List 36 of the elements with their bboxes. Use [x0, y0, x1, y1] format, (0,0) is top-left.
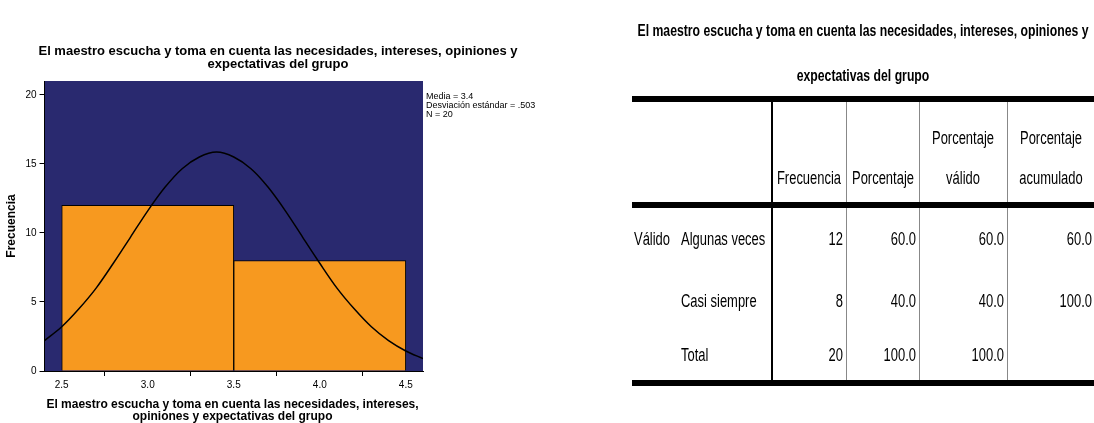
- text: 60.0: [891, 229, 917, 250]
- text: 60.0: [979, 229, 1005, 250]
- text: 20: [829, 345, 844, 366]
- text: N = 20: [426, 109, 454, 119]
- text: Casi siempre: [681, 290, 757, 312]
- text: 8: [836, 290, 844, 312]
- text: Frecuencia: [776, 167, 843, 190]
- chart-title: El maestro escucha y toma en cuenta las necesidades, intereses, opiniones y expectativas del grupo: [37, 43, 519, 71]
- y-tick-label: 10: [25, 226, 37, 238]
- text: Porcentaje válido: [931, 127, 995, 190]
- text: 100.0: [972, 345, 1005, 366]
- text: 100.0: [884, 345, 917, 366]
- text: Válido: [634, 229, 671, 250]
- x-tick-label: 4.5: [398, 378, 414, 390]
- text: 60.0: [1066, 229, 1092, 250]
- x-tick-label: 3.5: [226, 378, 242, 390]
- y-tick-label: 20: [25, 88, 37, 100]
- y-tick-label: 5: [30, 295, 37, 307]
- text: 100.0: [1059, 290, 1092, 312]
- y-tick-label: 0: [30, 364, 37, 376]
- chart-title: El maestro escucha y toma en cuenta las necesidades, intereses, opiniones y expectativas del grupo: [637, 21, 1089, 85]
- y-axis-title: Frecuencia: [3, 194, 18, 258]
- text: Porcentaje acumulado: [1018, 127, 1084, 190]
- text: 40.0: [979, 290, 1005, 312]
- text: 12: [829, 229, 844, 250]
- x-axis-title: El maestro escucha y toma en cuenta las necesidades, intereses, opiniones y expectativas del grupo: [45, 397, 420, 423]
- x-tick-label: 2.5: [54, 378, 70, 390]
- text: Porcentaje: [851, 168, 914, 188]
- x-tick-label: 4.0: [312, 378, 328, 390]
- text: Algunas veces: [681, 229, 766, 250]
- text: Desviación estándar = .503: [426, 100, 536, 110]
- text: Total: [681, 345, 709, 366]
- text: Media = 3.4: [426, 91, 475, 101]
- x-tick-label: 3.0: [140, 378, 156, 390]
- text: 40.0: [891, 290, 917, 312]
- y-tick-label: 15: [25, 157, 37, 169]
